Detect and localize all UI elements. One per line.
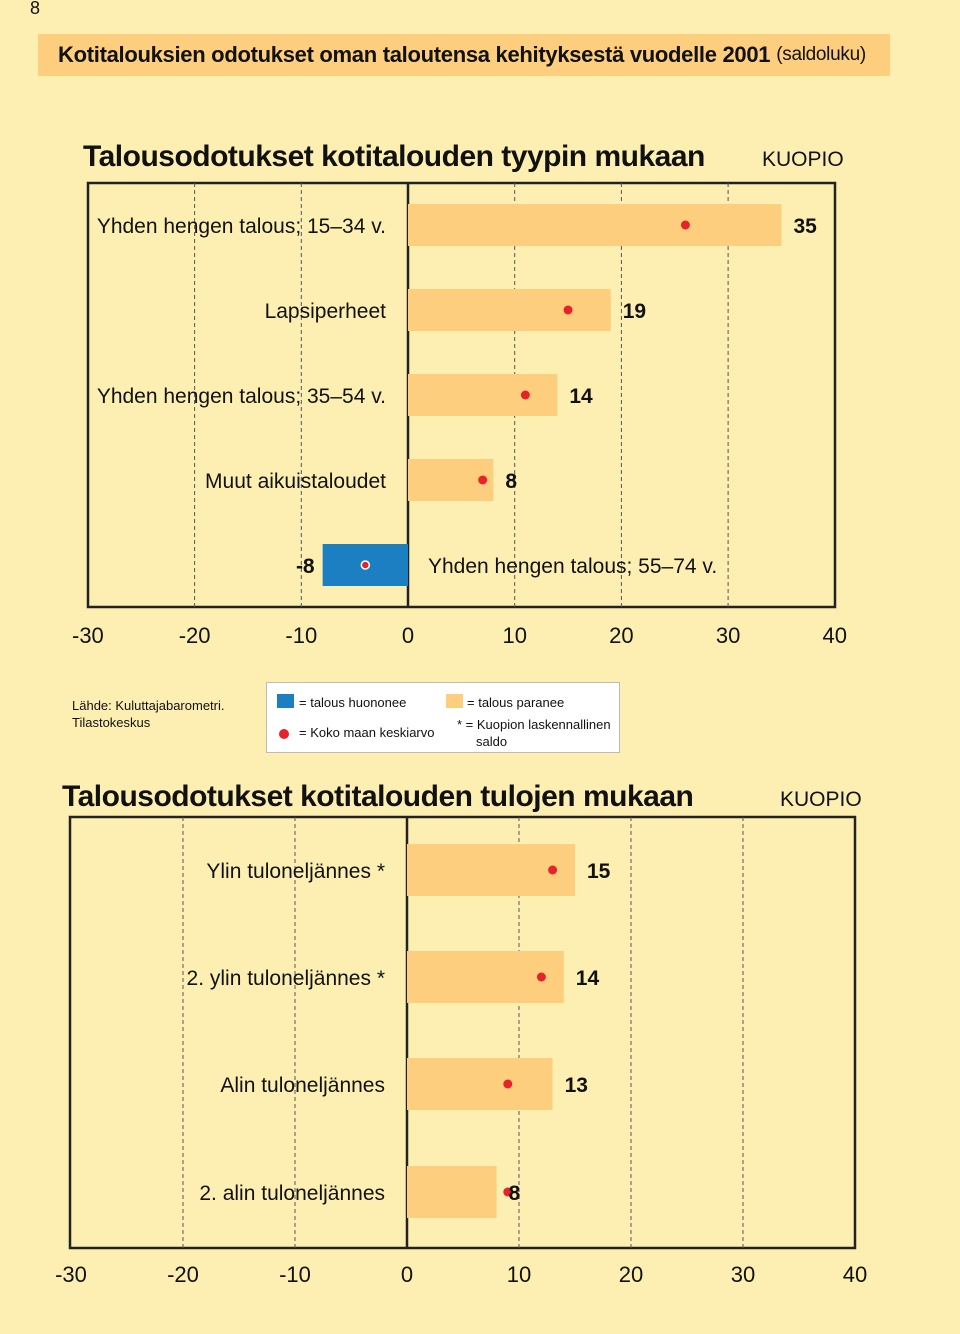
chart2-bar: [407, 1058, 553, 1110]
chart2-category-label: Ylin tuloneljännes *: [206, 860, 385, 883]
legend-marker-dot: [279, 729, 289, 739]
chart1-category-label: Yhden hengen talous; 55–74 v.: [428, 555, 717, 578]
chart1-value-label: 8: [505, 470, 517, 493]
legend-negative-label: = talous huononee: [299, 695, 407, 710]
chart1-value-label: 35: [793, 215, 817, 238]
chart2-value-label: 15: [587, 860, 611, 883]
chart1-average-marker: [520, 390, 530, 400]
chart1-category-label: Muut aikuistaloudet: [205, 470, 386, 493]
page-banner: Kotitalouksien odotukset oman taloutensa…: [38, 34, 890, 76]
chart1-tick-label: -10: [285, 623, 317, 648]
chart1-average-marker: [563, 305, 573, 315]
chart2-bar: [407, 844, 575, 896]
chart1-category-label: Lapsiperheet: [265, 300, 387, 323]
chart2-tick-label: 0: [401, 1262, 413, 1287]
chart1-average-marker: [360, 560, 371, 570]
source-note: Lähde: Kuluttajabarometri. Tilastokeskus: [72, 697, 224, 731]
legend-note-line-2: saldo: [476, 734, 508, 749]
chart2-category-label: Alin tuloneljännes: [220, 1074, 385, 1097]
chart1-tick-label: 10: [502, 623, 526, 648]
legend-positive-label: = talous paranee: [467, 695, 565, 710]
legend: = talous huononee = Koko maan keskiarvo …: [266, 682, 620, 753]
legend-note-line-1: * = Kuopion laskennallinen: [457, 717, 611, 732]
legend-negative-swatch: [277, 694, 294, 708]
chart2-average-marker: [548, 865, 558, 875]
chart2-title: Talousodotukset kotitalouden tulojen muk…: [62, 780, 694, 813]
chart1-category-label: Yhden hengen talous; 15–34 v.: [97, 215, 386, 238]
chart1-average-marker: [680, 220, 690, 230]
chart2-tick-label: 20: [619, 1262, 643, 1287]
banner-title: Kotitalouksien odotukset oman taloutensa…: [58, 42, 771, 67]
chart1-bar: [408, 289, 611, 331]
chart2-category-label: 2. alin tuloneljännes: [199, 1182, 385, 1205]
chart1-tick-label: 0: [402, 623, 414, 648]
chart1-region: KUOPIO: [762, 148, 844, 171]
chart1-tick-label: 30: [716, 623, 740, 648]
chart2-tick-label: -30: [55, 1262, 87, 1287]
chart1-category-label: Yhden hengen talous; 35–54 v.: [97, 385, 386, 408]
chart1-tick-label: -30: [72, 623, 104, 648]
chart1-bar: [408, 204, 782, 246]
chart2-bar: [407, 1166, 497, 1218]
chart1-frame: [86, 181, 837, 609]
chart2-tick-label: -20: [167, 1262, 199, 1287]
chart2-value-label: 13: [565, 1074, 588, 1097]
chart2-value-label: 14: [576, 967, 600, 990]
chart2-average-marker: [536, 972, 546, 982]
chart1-tick-label: 40: [823, 623, 847, 648]
chart1-tick-label: -20: [179, 623, 211, 648]
legend-marker-label: = Koko maan keskiarvo: [299, 725, 435, 740]
page-number: 8: [30, 0, 41, 18]
chart1-value-label: 19: [623, 300, 646, 323]
chart1-tick-label: 20: [609, 623, 633, 648]
chart2-tick-label: -10: [279, 1262, 311, 1287]
chart2-tick-label: 10: [507, 1262, 531, 1287]
chart2-region: KUOPIO: [780, 788, 862, 811]
chart2-average-marker: [503, 1187, 513, 1197]
source-line-1: Lähde: Kuluttajabarometri.: [72, 698, 225, 713]
chart1-title: Talousodotukset kotitalouden tyypin muka…: [83, 140, 705, 173]
chart2-frame: [68, 815, 857, 1250]
chart2-tick-label: 30: [731, 1262, 755, 1287]
chart1-bar: [408, 374, 558, 416]
chart1-value-label: -8: [296, 555, 315, 578]
source-line-2: Tilastokeskus: [72, 715, 151, 730]
chart1-value-label: 14: [569, 385, 593, 408]
chart2-tick-label: 40: [843, 1262, 867, 1287]
chart2-category-label: 2. ylin tuloneljännes *: [187, 967, 385, 990]
chart2-average-marker: [503, 1079, 513, 1089]
chart1-average-marker: [478, 475, 488, 485]
chart1-svg: 35 Yhden hengen talous; 15–34 v. 19 Lapsipe…: [72, 181, 847, 648]
legend-positive-swatch: [446, 694, 463, 708]
banner-subtitle: (saldoluku): [776, 44, 866, 65]
chart2-value-label: 8: [509, 1182, 521, 1205]
